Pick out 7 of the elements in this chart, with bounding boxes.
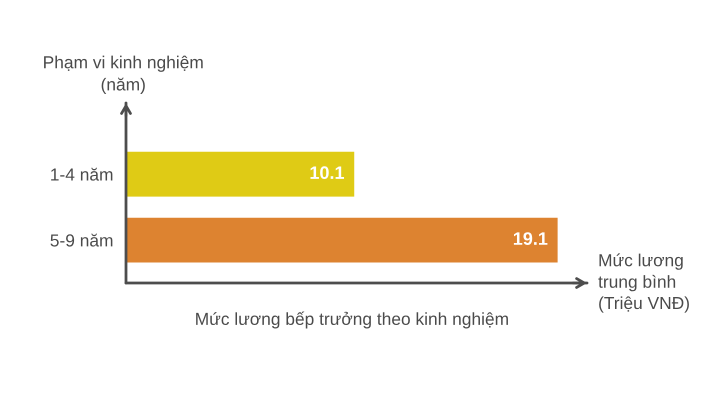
x-axis-title: Mức lương trung bình (Triệu VNĐ) (598, 253, 689, 313)
y-tick-label: 5-9 năm (50, 234, 112, 247)
data-label: 10.1 (310, 166, 344, 180)
y-tick-label: 1-4 năm (51, 168, 112, 181)
text: Mức lương bếp trưởng theo kinh nghiệm (196, 312, 508, 328)
y-axis-title: Phạm vi kinh nghiệm (năm) (44, 56, 203, 94)
data-label: 19.1 (514, 232, 548, 245)
